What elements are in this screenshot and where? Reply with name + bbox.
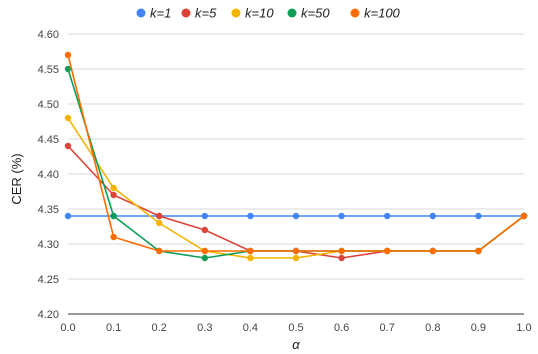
legend-label: k=1	[150, 6, 171, 21]
x-tick-label: 0.8	[425, 322, 440, 334]
data-point	[247, 254, 254, 262]
legend: k=1 k=5 k=10 k=50 k=100	[136, 6, 401, 21]
data-point	[292, 212, 300, 220]
legend-label: k=100	[364, 6, 401, 21]
x-tick-label: 0.2	[152, 322, 167, 334]
data-point	[292, 247, 300, 255]
data-point	[64, 51, 72, 59]
y-tick-label: 4.25	[38, 274, 59, 286]
y-tick-label: 4.35	[38, 204, 59, 216]
legend-marker	[287, 8, 297, 18]
y-tick-label: 4.30	[38, 239, 59, 251]
data-point	[384, 212, 391, 220]
data-point	[429, 247, 436, 255]
data-point	[201, 254, 208, 262]
data-point	[64, 142, 72, 150]
x-tick-label: 0.5	[288, 322, 303, 334]
data-point	[156, 247, 163, 255]
data-point	[247, 247, 254, 255]
series-k10	[64, 114, 528, 262]
series-line-k50	[67, 68, 525, 259]
legend-marker	[136, 8, 146, 18]
data-point	[64, 212, 72, 220]
legend-marker	[231, 8, 241, 18]
data-point	[110, 212, 117, 220]
data-point	[475, 247, 482, 255]
series-line-k100	[67, 54, 525, 252]
data-point	[110, 191, 117, 199]
y-tick-label: 4.50	[38, 99, 59, 111]
legend-label: k=50	[301, 6, 330, 21]
data-point	[292, 254, 300, 262]
x-tick-label: 1.0	[516, 322, 531, 334]
y-tick-label: 4.60	[38, 29, 59, 41]
x-tick-label: 0.4	[243, 322, 258, 334]
y-tick-label: 4.45	[38, 134, 59, 146]
legend-item-k100: k=100	[350, 6, 401, 21]
legend-item-k1: k=1	[136, 6, 171, 21]
series-line-k5	[67, 145, 525, 259]
data-point	[384, 247, 391, 255]
series-k1	[64, 212, 528, 220]
data-point	[201, 247, 208, 255]
data-point	[247, 212, 254, 220]
x-tick-label: 0.9	[471, 322, 486, 334]
x-axis-ticks: 0.0 0.1 0.2 0.3 0.4 0.5 0.6 0.7 0.8 0.9 1.0	[60, 322, 531, 334]
data-point	[201, 226, 208, 234]
legend-marker	[350, 8, 360, 18]
data-point	[520, 212, 528, 220]
data-point	[201, 212, 208, 220]
legend-item-k50: k=50	[287, 6, 330, 21]
data-point	[338, 254, 345, 262]
data-point	[338, 212, 345, 220]
y-axis-ticks: 4.20 4.25 4.30 4.35 4.40 4.45 4.50 4.55 4.60	[38, 29, 59, 321]
data-point	[338, 247, 345, 255]
series-k100	[64, 51, 528, 255]
data-point	[475, 212, 482, 220]
y-tick-label: 4.20	[38, 309, 59, 321]
x-tick-label: 0.7	[380, 322, 395, 334]
data-point	[64, 114, 72, 122]
y-tick-label: 4.40	[38, 169, 59, 181]
legend-marker	[181, 8, 191, 18]
x-tick-label: 0.6	[334, 322, 349, 334]
x-axis-title: α	[292, 337, 300, 352]
series-lines	[64, 51, 528, 262]
y-tick-label: 4.55	[38, 64, 59, 76]
data-point	[156, 219, 163, 227]
series-k50	[64, 65, 528, 262]
x-tick-label: 0.3	[197, 322, 212, 334]
x-tick-label: 0.1	[106, 322, 121, 334]
x-tick-label: 0.0	[60, 322, 75, 334]
legend-label: k=5	[195, 6, 217, 21]
data-point	[156, 212, 163, 220]
legend-label: k=10	[245, 6, 274, 21]
data-point	[64, 65, 72, 73]
data-point	[110, 184, 117, 192]
legend-item-k5: k=5	[181, 6, 217, 21]
data-point	[429, 212, 436, 220]
legend-item-k10: k=10	[231, 6, 274, 21]
y-axis-title: CER (%)	[9, 153, 24, 204]
grid-lines	[68, 33, 524, 315]
data-point	[110, 233, 117, 241]
